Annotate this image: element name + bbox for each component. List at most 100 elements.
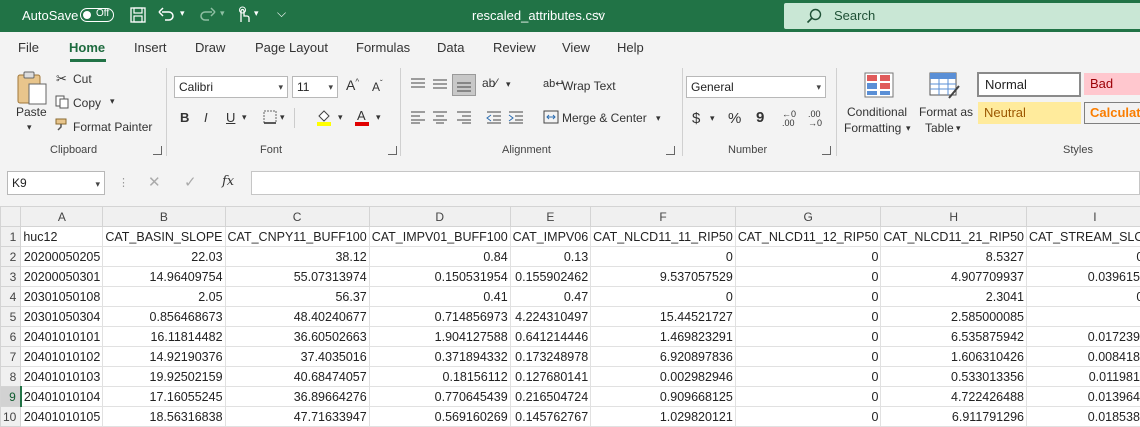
cell[interactable]: 0.47 [510,287,591,307]
orientation-dropdown-icon[interactable]: ▾ [506,79,511,90]
tab-formulas[interactable]: Formulas [356,40,410,55]
autosave-toggle[interactable]: Off [80,8,114,22]
increase-font-icon[interactable]: A^ [346,77,359,93]
cell[interactable]: 0.18156112 [369,367,510,387]
font-color-dropdown-icon[interactable]: ▾ [376,112,381,123]
row-header[interactable]: 6 [1,327,21,347]
copy-label[interactable]: Copy [73,96,101,110]
borders-icon[interactable] [263,110,277,124]
cell[interactable]: 0 [591,247,736,267]
conditional-formatting-icon[interactable] [864,72,894,98]
row-header[interactable]: 7 [1,347,21,367]
cell[interactable]: 0.856468673 [103,307,225,327]
paste-dropdown-icon[interactable]: ▾ [27,122,32,133]
column-header[interactable]: G [735,207,881,227]
row-header[interactable]: 3 [1,267,21,287]
confirm-entry-icon[interactable]: ✓ [184,173,197,191]
align-top-icon[interactable] [410,77,426,91]
cell[interactable]: 0.01 [1027,247,1140,267]
cell[interactable]: 20301050304 [21,307,103,327]
filename-dropdown-icon[interactable]: ⌵ [596,8,604,19]
cell[interactable]: 0.018538093 [1027,407,1140,427]
cell[interactable]: 40.68474057 [225,367,369,387]
tab-draw[interactable]: Draw [195,40,225,55]
cell[interactable]: 6.920897836 [591,347,736,367]
clipboard-launcher-icon[interactable] [153,146,162,155]
conditional-formatting-label-2[interactable]: Formatting [844,121,901,135]
row-header[interactable]: 4 [1,287,21,307]
cell[interactable]: 0 [735,287,881,307]
cell[interactable]: 0 [735,307,881,327]
align-middle-icon[interactable] [432,77,448,91]
cell[interactable]: 20401010104 [21,387,103,407]
number-launcher-icon[interactable] [822,146,831,155]
cell[interactable]: 17.16055245 [103,387,225,407]
cut-icon[interactable]: ✂ [56,71,67,87]
font-launcher-icon[interactable] [388,146,397,155]
cell[interactable]: 20401010105 [21,407,103,427]
row-header[interactable]: 2 [1,247,21,267]
cell[interactable]: 2.3041 [881,287,1027,307]
alignment-launcher-icon[interactable] [666,146,675,155]
formula-input[interactable] [251,171,1140,195]
cell[interactable]: 36.89664276 [225,387,369,407]
decrease-font-icon[interactable]: Aˇ [372,79,383,94]
cell[interactable]: 0.127680141 [510,367,591,387]
format-painter-label[interactable]: Format Painter [73,120,152,134]
tab-home[interactable]: Home [69,40,105,55]
percent-button[interactable]: % [728,110,741,127]
increase-indent-icon[interactable] [508,110,524,124]
fill-color-dropdown-icon[interactable]: ▾ [338,112,343,123]
tab-review[interactable]: Review [493,40,536,55]
cell[interactable]: 48.40240677 [225,307,369,327]
format-as-table-icon[interactable] [929,72,961,100]
fill-color-icon[interactable] [316,108,332,126]
cell[interactable]: 20200050205 [21,247,103,267]
cell[interactable]: 0.150531954 [369,267,510,287]
cell[interactable]: 0.155902462 [510,267,591,287]
copy-icon[interactable] [55,95,69,109]
header-cell[interactable]: huc12 [21,227,103,247]
orientation-icon[interactable]: ab⁄ [482,76,497,90]
cell[interactable]: 0 [735,367,881,387]
touch-mode-icon[interactable] [236,6,250,24]
tab-help[interactable]: Help [617,40,644,55]
cell[interactable]: 0.039615263 [1027,267,1140,287]
paste-icon[interactable] [15,70,49,106]
cell[interactable]: 0.84 [369,247,510,267]
font-size-select[interactable]: 11 ▾ [292,76,338,98]
cell[interactable]: 20301050108 [21,287,103,307]
cell[interactable]: 20200050301 [21,267,103,287]
cell[interactable]: 56.37 [225,287,369,307]
cell[interactable]: 36.60502663 [225,327,369,347]
column-header[interactable]: E [510,207,591,227]
cell[interactable]: 14.96409754 [103,267,225,287]
comma-button[interactable]: 9 [756,109,764,126]
cell[interactable]: 4.224310497 [510,307,591,327]
header-cell[interactable]: CAT_IMPV01_BUFF100 [369,227,510,247]
cell[interactable]: 0.008418625 [1027,347,1140,367]
copy-dropdown-icon[interactable]: ▾ [110,96,115,107]
cell[interactable]: 0 [1027,307,1140,327]
cell[interactable]: 0.01 [1027,287,1140,307]
redo-icon[interactable] [198,7,216,23]
cell[interactable]: 4.722426488 [881,387,1027,407]
header-cell[interactable]: CAT_NLCD11_21_RIP50 [881,227,1027,247]
style-normal[interactable]: Normal [977,72,1081,97]
cell[interactable]: 0 [735,267,881,287]
tab-view[interactable]: View [562,40,590,55]
cell[interactable]: 0 [735,327,881,347]
style-neutral[interactable]: Neutral [978,102,1081,124]
cut-label[interactable]: Cut [73,72,92,86]
tab-data[interactable]: Data [437,40,464,55]
currency-dropdown-icon[interactable]: ▾ [710,113,715,124]
currency-button[interactable]: $ [692,110,700,127]
undo-dropdown-icon[interactable]: ▾ [180,8,185,19]
undo-icon[interactable] [158,7,176,23]
column-header[interactable]: C [225,207,369,227]
cell[interactable]: 0 [591,287,736,307]
cell[interactable]: 0 [735,407,881,427]
cell[interactable]: 4.907709937 [881,267,1027,287]
tab-page-layout[interactable]: Page Layout [255,40,328,55]
